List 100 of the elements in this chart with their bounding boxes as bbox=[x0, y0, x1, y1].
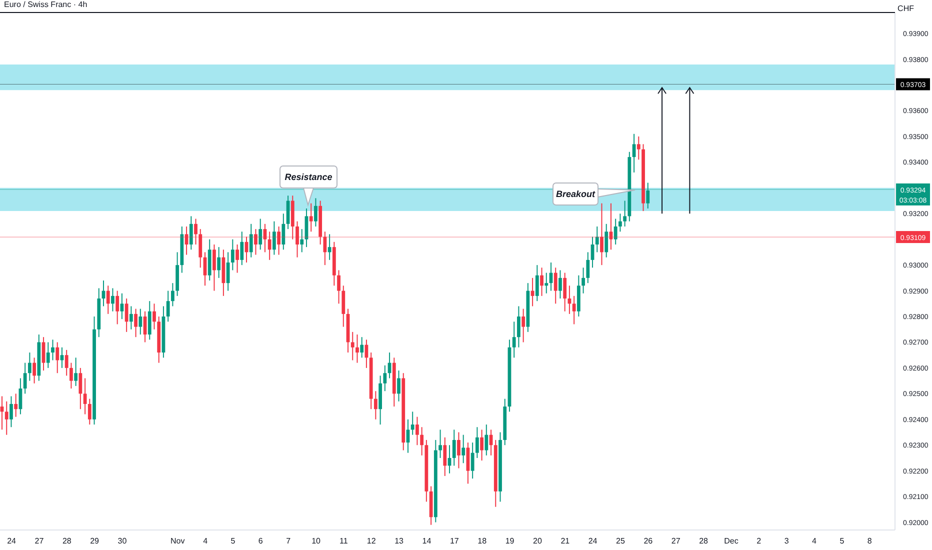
x-tick-label: 24 bbox=[7, 536, 17, 546]
candlestick bbox=[152, 303, 156, 330]
x-tick-label: 21 bbox=[560, 536, 570, 546]
x-tick-label: 28 bbox=[62, 536, 72, 546]
candlestick bbox=[46, 342, 50, 368]
candlestick bbox=[70, 362, 73, 390]
x-tick-label: 24 bbox=[588, 536, 598, 546]
x-tick-label: 7 bbox=[286, 536, 292, 546]
x-tick-label: 18 bbox=[478, 536, 488, 546]
x-tick-label: 11 bbox=[340, 536, 348, 546]
candlestick bbox=[383, 364, 387, 392]
candlestick bbox=[600, 202, 604, 266]
candlestick bbox=[466, 442, 470, 484]
candlestick bbox=[194, 218, 198, 245]
candlestick bbox=[78, 367, 82, 410]
candlestick bbox=[249, 223, 253, 258]
candlestick bbox=[443, 436, 447, 476]
candlestick bbox=[277, 226, 281, 256]
candlestick bbox=[83, 378, 87, 415]
candlestick bbox=[356, 334, 359, 364]
candlestick bbox=[10, 396, 13, 428]
x-tick-label: 6 bbox=[258, 536, 264, 546]
candlestick bbox=[189, 216, 193, 250]
candlestick bbox=[595, 226, 599, 253]
candlestick bbox=[397, 370, 400, 402]
candlestick bbox=[56, 342, 60, 374]
candlestick bbox=[304, 208, 308, 248]
x-tick-label: 27 bbox=[671, 536, 681, 546]
x-tick-label: 4 bbox=[203, 536, 208, 546]
candlestick bbox=[604, 223, 608, 258]
candlestick bbox=[614, 218, 618, 245]
candlestick bbox=[217, 246, 221, 278]
candlestick bbox=[14, 393, 18, 418]
candlestick bbox=[475, 426, 479, 458]
candlestick bbox=[457, 432, 460, 469]
candlestick bbox=[558, 270, 562, 300]
candlestick bbox=[512, 321, 516, 358]
x-tick-label: 20 bbox=[533, 536, 542, 546]
candlestick bbox=[350, 331, 354, 361]
x-tick-label: 8 bbox=[867, 536, 872, 546]
candlestick bbox=[342, 285, 346, 328]
x-tick-label: 10 bbox=[312, 536, 322, 546]
candlestick bbox=[272, 220, 276, 256]
candlestick bbox=[586, 252, 590, 284]
annotation: Resistance bbox=[284, 172, 332, 182]
candlestick bbox=[32, 357, 36, 384]
candlestick bbox=[282, 213, 286, 250]
candlestick bbox=[374, 390, 378, 420]
candlestick bbox=[138, 308, 142, 336]
x-tick-label: 3 bbox=[784, 536, 790, 546]
x-tick-label: 29 bbox=[90, 536, 100, 546]
candlestick bbox=[42, 336, 46, 372]
candlestick bbox=[618, 213, 622, 232]
candlestick bbox=[636, 136, 640, 160]
candlestick bbox=[522, 308, 526, 343]
candlestick bbox=[309, 202, 313, 232]
x-tick-label: 14 bbox=[422, 536, 432, 546]
candlestick bbox=[236, 244, 239, 274]
candlestick bbox=[170, 282, 174, 307]
candlestick bbox=[28, 352, 32, 382]
x-tick-label: Dec bbox=[724, 536, 738, 546]
x-tick-label: 13 bbox=[394, 536, 404, 546]
candlestick bbox=[609, 202, 613, 250]
candlestick bbox=[124, 298, 128, 332]
candlestick bbox=[554, 267, 558, 304]
candlestick bbox=[198, 228, 202, 268]
candlestick bbox=[263, 223, 267, 253]
candlestick bbox=[166, 290, 170, 322]
x-tick-label: 27 bbox=[34, 536, 44, 546]
candlestick bbox=[623, 200, 627, 227]
candlestick bbox=[410, 411, 414, 436]
candlestick bbox=[258, 218, 262, 250]
x-tick-label: 28 bbox=[699, 536, 709, 546]
candlestick bbox=[120, 292, 124, 320]
candlestick bbox=[4, 400, 8, 436]
candlestick bbox=[51, 339, 54, 361]
candlestick bbox=[230, 238, 234, 271]
x-tick-label: 25 bbox=[616, 536, 626, 546]
y-axis-title: CHF bbox=[898, 4, 914, 13]
candlestick bbox=[563, 272, 567, 312]
candlestick bbox=[452, 429, 456, 466]
candlestick bbox=[268, 231, 272, 260]
candlestick bbox=[646, 182, 650, 209]
candlestick bbox=[88, 398, 92, 426]
candlestick bbox=[323, 231, 327, 266]
candlestick bbox=[296, 220, 299, 258]
candlestick bbox=[360, 336, 364, 358]
candlestick bbox=[254, 228, 258, 256]
candlestick bbox=[535, 264, 539, 302]
candlestick bbox=[64, 349, 68, 376]
candlestick bbox=[544, 272, 548, 294]
candlestick bbox=[111, 288, 114, 312]
x-tick-label: 26 bbox=[644, 536, 654, 546]
candlestick bbox=[148, 300, 152, 340]
candlestick bbox=[438, 429, 442, 458]
candlestick bbox=[540, 267, 544, 296]
candlestick bbox=[480, 429, 484, 462]
candlestick bbox=[134, 308, 138, 338]
candlestick bbox=[416, 416, 419, 446]
x-tick-label: 4 bbox=[812, 536, 818, 546]
